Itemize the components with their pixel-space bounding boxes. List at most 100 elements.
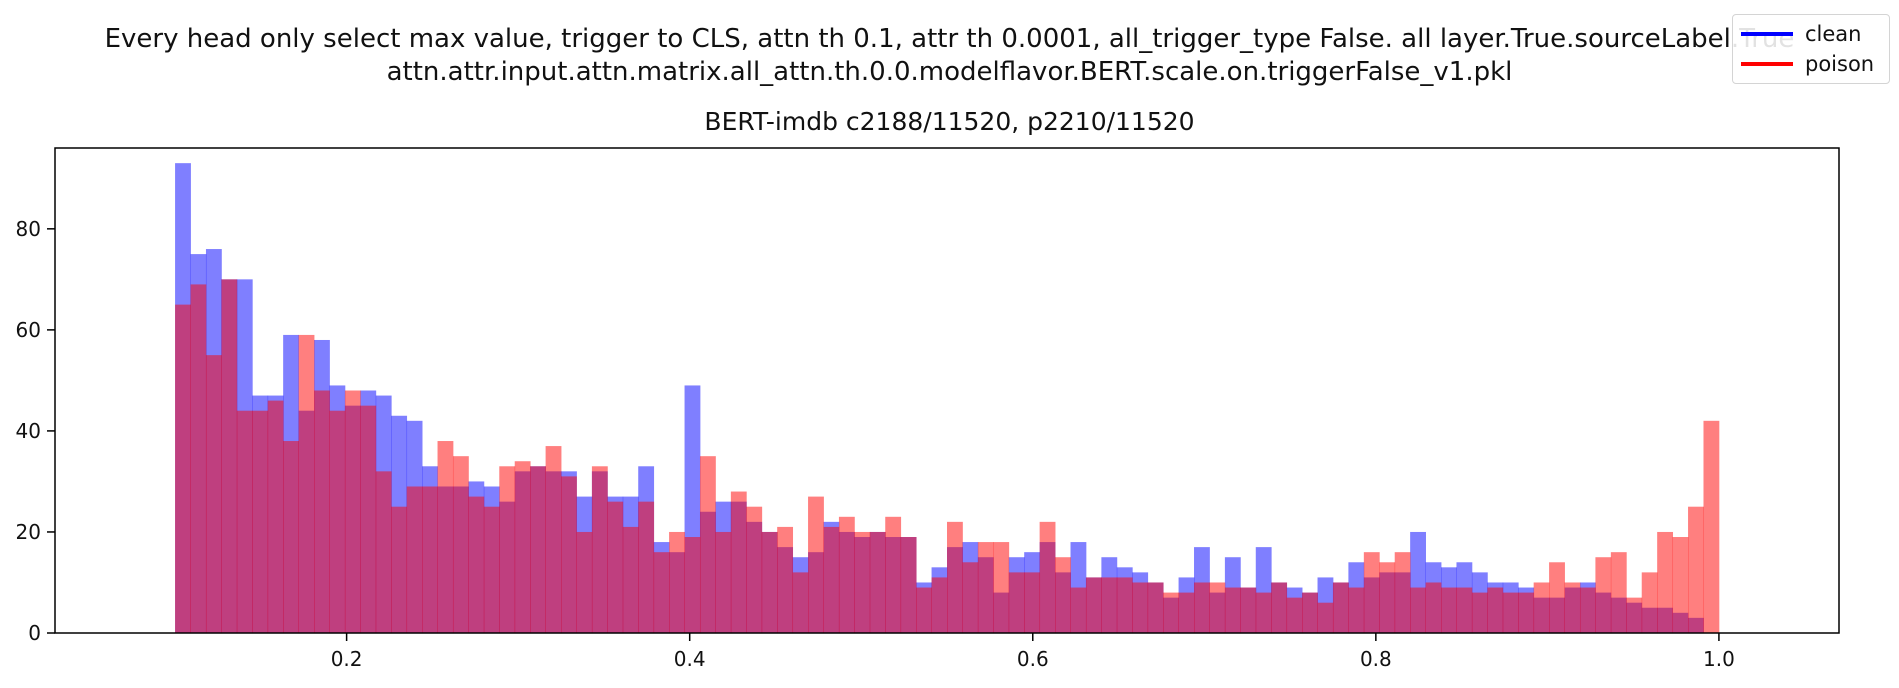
bar-poison-58 [1070, 587, 1087, 633]
x-tick-label: 0.2 [331, 647, 363, 671]
bar-poison-60 [1101, 577, 1118, 633]
bar-poison-47 [900, 537, 917, 633]
bar-poison-95 [1641, 572, 1658, 633]
bar-poison-41 [808, 496, 824, 633]
bar-poison-52 [977, 542, 994, 633]
bar-poison-71 [1271, 582, 1288, 633]
bar-poison-55 [1024, 572, 1041, 633]
bar-poison-13 [375, 471, 392, 633]
bar-poison-99 [1703, 420, 1720, 633]
bar-poison-50 [947, 521, 963, 633]
x-tick-label: 1.0 [1703, 647, 1735, 671]
bar-poison-74 [1317, 602, 1334, 633]
bar-poison-39 [777, 526, 794, 633]
bar-poison-25 [561, 476, 577, 633]
bar-poison-11 [344, 390, 361, 633]
legend-label-poison: poison [1805, 52, 1875, 76]
bar-poison-80 [1410, 587, 1426, 633]
bar-poison-98 [1688, 506, 1704, 633]
bar-poison-51 [962, 562, 979, 633]
bar-poison-89 [1549, 562, 1565, 633]
chart-title: BERT-imdb c2188/11520, p2210/11520 [704, 107, 1195, 136]
bar-poison-59 [1085, 577, 1102, 633]
bar-poison-45 [869, 531, 886, 633]
bar-poison-90 [1564, 582, 1581, 633]
bar-poison-28 [607, 501, 624, 633]
bar-poison-75 [1332, 582, 1349, 633]
bar-poison-69 [1240, 587, 1257, 633]
bar-poison-32 [669, 531, 685, 633]
bar-poison-79 [1394, 552, 1411, 633]
legend-swatch-poison [1741, 62, 1793, 66]
plot-frame [54, 147, 1840, 634]
bar-poison-4 [236, 410, 253, 633]
bar-poison-81 [1425, 582, 1442, 633]
y-tick-label: 0 [28, 621, 41, 645]
legend-item-poison: poison [1741, 51, 1874, 77]
bar-poison-57 [1055, 557, 1071, 633]
bar-poison-15 [406, 486, 423, 633]
bar-poison-43 [838, 516, 855, 633]
bar-poison-42 [823, 526, 840, 633]
bar-poison-12 [360, 405, 377, 633]
bar-poison-29 [622, 526, 639, 633]
figure-suptitle-line-1: Every head only select max value, trigge… [104, 24, 1795, 54]
bar-poison-26 [576, 531, 593, 633]
bar-poison-3 [221, 279, 238, 633]
bar-poison-6 [267, 400, 284, 633]
legend-label-clean: clean [1805, 22, 1862, 46]
bar-poison-38 [761, 531, 778, 633]
bar-poison-16 [422, 486, 438, 633]
bar-poison-54 [1008, 572, 1025, 633]
bar-poison-31 [653, 552, 670, 633]
bar-poison-37 [746, 506, 763, 633]
bar-poison-77 [1363, 552, 1380, 633]
bar-poison-9 [314, 390, 330, 633]
bar-poison-2 [205, 355, 222, 633]
bar-poison-96 [1657, 531, 1674, 633]
bar-poison-17 [437, 441, 454, 633]
figure-suptitle-line-2: attn.attr.input.attn.matrix.all_attn.th.… [386, 57, 1513, 87]
bar-poison-78 [1379, 562, 1396, 633]
y-tick-label: 40 [16, 419, 41, 443]
bar-poison-94 [1626, 597, 1643, 633]
bar-poison-66 [1194, 582, 1210, 633]
bar-poison-8 [298, 334, 315, 633]
bar-poison-84 [1471, 592, 1488, 633]
bar-poison-14 [391, 506, 408, 633]
bar-poison-24 [545, 446, 562, 633]
bar-poison-35 [715, 531, 732, 633]
bar-poison-93 [1610, 552, 1627, 633]
bar-poison-62 [1132, 582, 1149, 633]
bar-poison-5 [252, 410, 269, 633]
bar-poison-20 [483, 506, 500, 633]
y-tick-label: 20 [16, 520, 41, 544]
bar-poison-22 [514, 461, 531, 633]
bar-poison-44 [854, 531, 871, 633]
bar-poison-92 [1595, 557, 1612, 633]
bar-poison-18 [452, 456, 469, 633]
bar-poison-97 [1672, 537, 1689, 633]
bar-poison-86 [1502, 592, 1519, 633]
bar-poison-1 [190, 284, 207, 633]
bar-poison-68 [1224, 587, 1241, 633]
bar-poison-85 [1487, 587, 1504, 633]
x-tick-label: 0.4 [674, 647, 706, 671]
bar-poison-61 [1116, 577, 1133, 633]
bar-poison-0 [175, 304, 191, 633]
legend-item-clean: clean [1741, 21, 1861, 47]
bar-poison-82 [1441, 587, 1457, 633]
legend: clean poison [1732, 14, 1890, 84]
y-tick-label: 80 [16, 217, 41, 241]
bar-poison-91 [1579, 587, 1596, 633]
bar-poison-65 [1178, 592, 1195, 633]
bar-poison-73 [1302, 592, 1318, 633]
y-tick-label: 60 [16, 318, 41, 342]
bar-poison-83 [1456, 587, 1473, 633]
bar-poison-21 [499, 466, 516, 633]
bar-poison-40 [792, 572, 809, 633]
bar-poison-46 [885, 516, 902, 633]
x-tick-label: 0.8 [1360, 647, 1392, 671]
bar-poison-76 [1348, 587, 1365, 633]
